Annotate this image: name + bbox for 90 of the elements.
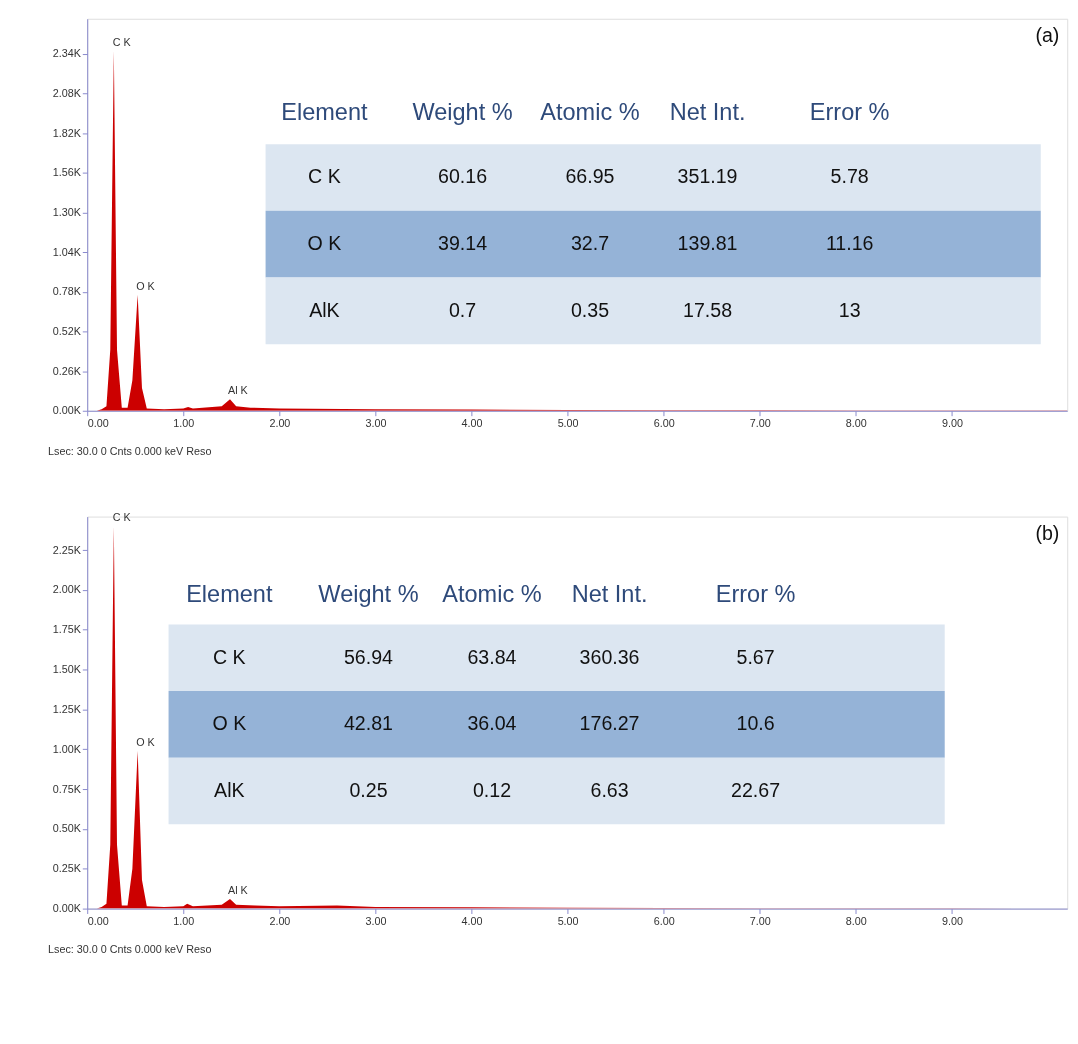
- y-tick-label: 1.82K: [52, 126, 82, 139]
- annotation: Atomic %: [540, 98, 640, 125]
- annotation: 139.81: [677, 232, 738, 255]
- annotation: Net Int.: [571, 580, 648, 607]
- y-tick-label: 1.04K: [52, 245, 82, 258]
- annotation: 42.81: [343, 712, 393, 735]
- annotation: 39.14: [438, 232, 488, 255]
- x-tick-label: 6.00: [653, 416, 675, 429]
- x-tick-label: 9.00: [941, 914, 963, 927]
- x-tick-label: 5.00: [557, 416, 579, 429]
- text: Lsec: 30.0 0 Cnts 0.000 keV Reso: [48, 942, 212, 955]
- annotation: O K: [136, 735, 156, 748]
- y-tick-label: 0.00K: [52, 404, 82, 417]
- y-tick-label: 0.52K: [52, 324, 82, 337]
- x-tick-label: 0.00: [87, 914, 109, 927]
- x-tick-label: 1.00: [173, 914, 195, 927]
- annotation: Error %: [715, 580, 796, 607]
- y-tick-label: 2.34K: [52, 47, 82, 60]
- y-tick-label: 2.08K: [52, 86, 82, 99]
- annotation: O K: [136, 279, 156, 292]
- x-tick-label: 5.00: [557, 914, 579, 927]
- annotation: C K: [212, 645, 246, 668]
- annotation: Weight %: [318, 580, 419, 607]
- x-tick-label: 4.00: [461, 416, 483, 429]
- x-tick-label: 9.00: [941, 416, 963, 429]
- annotation: Al K: [227, 884, 249, 897]
- annotation: Error %: [809, 98, 890, 125]
- y-tick-label: 1.00K: [52, 742, 82, 755]
- x-tick-label: 1.00: [173, 416, 195, 429]
- annotation: Atomic %: [442, 580, 542, 607]
- annotation: 5.67: [736, 645, 775, 668]
- x-tick-label: 4.00: [461, 914, 483, 927]
- y-tick-label: 0.75K: [52, 782, 82, 795]
- x-tick-label: 2.00: [269, 914, 291, 927]
- y-tick-label: 1.25K: [52, 702, 82, 715]
- y-tick-label: 0.78K: [52, 285, 82, 298]
- annotation: 360.36: [579, 645, 640, 668]
- annotation: Al K: [227, 384, 249, 397]
- y-tick-label: 0.25K: [52, 862, 82, 875]
- annotation: 13: [838, 298, 861, 321]
- y-tick-label: 2.25K: [52, 543, 82, 556]
- annotation: Net Int.: [669, 98, 746, 125]
- annotation: 0.25: [349, 778, 388, 801]
- annotation: O K: [307, 232, 342, 255]
- annotation: 60.16: [438, 165, 488, 188]
- x-tick-label: 0.00: [87, 416, 109, 429]
- annotation: 10.6: [736, 712, 775, 735]
- x-tick-label: 3.00: [365, 914, 387, 927]
- annotation: 351.19: [677, 165, 738, 188]
- x-tick-label: 6.00: [653, 914, 675, 927]
- x-tick-label: 2.00: [269, 416, 291, 429]
- y-tick-label: 0.00K: [52, 902, 82, 915]
- x-tick-label: 7.00: [749, 416, 771, 429]
- y-tick-label: 1.30K: [52, 205, 82, 218]
- y-tick-label: 1.56K: [52, 166, 82, 179]
- annotation: Element: [281, 98, 368, 125]
- annotation: 0.12: [472, 778, 512, 801]
- annotation: 32.7: [570, 232, 610, 255]
- annotation: C K: [112, 35, 132, 48]
- annotation: 0.7: [448, 298, 477, 321]
- y-tick-label: 2.00K: [52, 583, 82, 596]
- annotation: 22.67: [731, 778, 781, 801]
- annotation: AlK: [214, 778, 245, 801]
- annotation: 66.95: [565, 165, 615, 188]
- x-tick-label: 7.00: [749, 914, 771, 927]
- chart-title: (a): [1035, 24, 1060, 47]
- annotation: 56.94: [343, 645, 394, 668]
- y-tick-label: 1.50K: [52, 663, 82, 676]
- annotation: Weight %: [412, 98, 513, 125]
- annotation: 5.78: [830, 165, 869, 188]
- annotation: 36.04: [467, 712, 517, 735]
- y-tick-label: 1.75K: [52, 623, 82, 636]
- annotation: C K: [112, 511, 132, 524]
- annotation: C K: [308, 165, 341, 188]
- annotation: 63.84: [467, 645, 517, 668]
- x-tick-label: 3.00: [365, 416, 387, 429]
- x-tick-label: 8.00: [845, 914, 867, 927]
- annotation: 176.27: [579, 712, 640, 735]
- annotation: AlK: [309, 298, 340, 321]
- annotation: 11.16: [825, 232, 874, 255]
- annotation: 6.63: [590, 778, 629, 801]
- annotation: Element: [186, 580, 273, 607]
- y-tick-label: 0.26K: [52, 364, 82, 377]
- chart-title: (b): [1035, 522, 1060, 545]
- annotation: 0.35: [570, 298, 610, 321]
- y-tick-label: 0.50K: [52, 822, 82, 835]
- text: Lsec: 30.0 0 Cnts 0.000 keV Reso: [48, 444, 212, 457]
- annotation: 17.58: [683, 298, 733, 321]
- annotation: O K: [212, 712, 247, 735]
- x-tick-label: 8.00: [845, 416, 867, 429]
